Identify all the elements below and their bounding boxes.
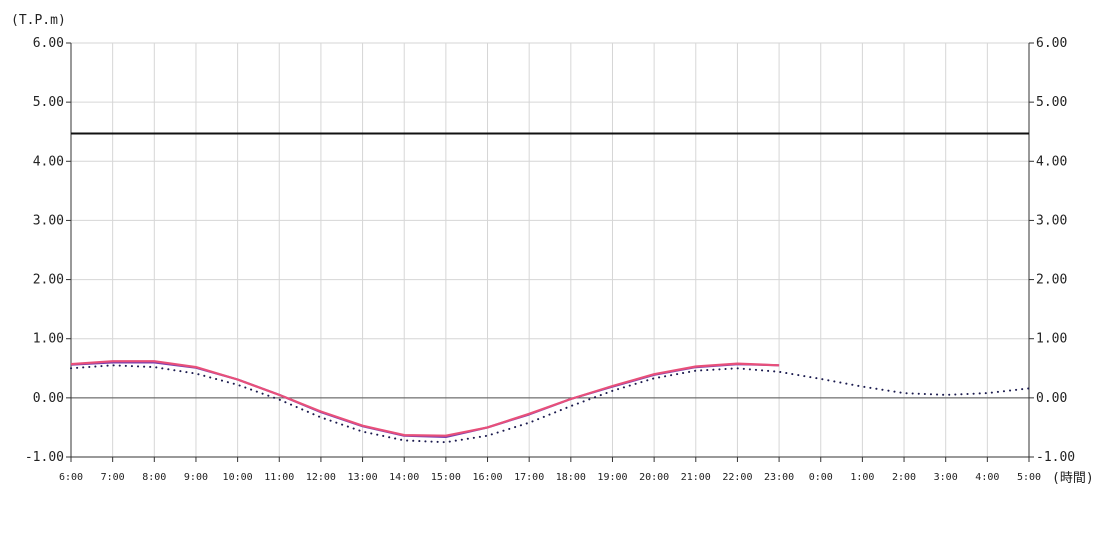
left-y-tick-label: -1.00 [25, 450, 64, 465]
left-y-tick-label: 4.00 [33, 154, 64, 169]
series-line-2 [70, 361, 780, 438]
labels: (T.P.m) (時間) [11, 13, 1094, 486]
right-y-tick-label: 4.00 [1036, 154, 1067, 169]
axes: 6.00 6.00 5.00 5.00 4.00 4.00 3.00 3.00 2.00 2.00… [25, 36, 1075, 483]
right-y-tick-label: 5.00 [1036, 95, 1067, 110]
left-y-tick-label: 5.00 [33, 95, 64, 110]
x-tick-label: 19:00 [597, 472, 627, 483]
x-tick-label: 17:00 [514, 472, 544, 483]
series [70, 132, 1030, 444]
x-tick-label: 5:00 [1017, 472, 1041, 483]
x-tick-label: 7:00 [101, 472, 125, 483]
x-tick-label: 6:00 [59, 472, 83, 483]
right-y-tick-label: -1.00 [1036, 450, 1075, 465]
x-tick-label: 21:00 [681, 472, 711, 483]
x-tick-label: 8:00 [142, 472, 166, 483]
x-tick-label: 15:00 [431, 472, 461, 483]
x-tick-label: 23:00 [764, 472, 794, 483]
right-y-tick-label: 6.00 [1036, 36, 1067, 51]
series-line-3 [70, 360, 780, 437]
left-y-tick-label: 0.00 [33, 391, 64, 406]
x-tick-label: 0:00 [809, 472, 833, 483]
x-tick-label: 4:00 [975, 472, 999, 483]
left-y-tick-label: 1.00 [33, 332, 64, 347]
left-y-tick-label: 3.00 [33, 213, 64, 228]
x-tick-label: 20:00 [639, 472, 669, 483]
x-tick-label: 22:00 [722, 472, 752, 483]
x-tick-label: 3:00 [934, 472, 958, 483]
x-tick-label: 12:00 [306, 472, 336, 483]
x-tick-label: 16:00 [472, 472, 502, 483]
grid [70, 42, 1030, 458]
x-tick-label: 9:00 [184, 472, 208, 483]
y-axis-unit-label: (T.P.m) [11, 13, 66, 28]
right-y-tick-label: 1.00 [1036, 332, 1067, 347]
x-tick-label: 2:00 [892, 472, 916, 483]
x-tick-label: 13:00 [348, 472, 378, 483]
left-y-tick-label: 6.00 [33, 36, 64, 51]
series-line-1 [70, 364, 1030, 444]
x-tick-label: 11:00 [264, 472, 294, 483]
x-tick-label: 18:00 [556, 472, 586, 483]
x-tick-label: 1:00 [850, 472, 874, 483]
right-y-tick-label: 2.00 [1036, 273, 1067, 288]
x-axis-unit-label: (時間) [1052, 471, 1094, 486]
right-y-tick-label: 3.00 [1036, 213, 1067, 228]
x-tick-label: 10:00 [223, 472, 253, 483]
right-y-tick-label: 0.00 [1036, 391, 1067, 406]
x-tick-label: 14:00 [389, 472, 419, 483]
left-y-tick-label: 2.00 [33, 273, 64, 288]
